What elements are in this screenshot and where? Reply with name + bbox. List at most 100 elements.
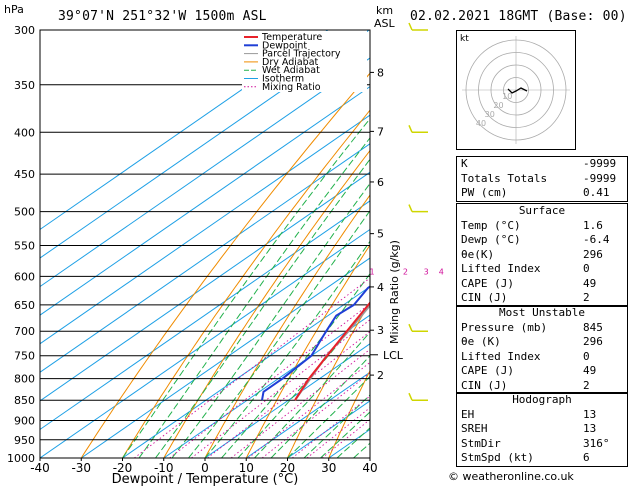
x-tick-label: 20 xyxy=(280,461,295,475)
legend-label: Dewpoint xyxy=(262,40,307,51)
surface-label: Dewp (°C) xyxy=(461,233,521,246)
wind-barb xyxy=(408,124,428,134)
hodograph-kt-label: kt xyxy=(460,34,469,44)
x-tick-label: -30 xyxy=(71,461,91,475)
index-value: 0.41 xyxy=(583,186,610,199)
datetime-header: 02.02.2021 18GMT (Base: 00) xyxy=(410,9,627,24)
surface-value: 49 xyxy=(583,276,597,290)
most-unstable-row: Pressure (mb) 845 xyxy=(457,321,627,336)
hodograph-ring-label: 30 xyxy=(485,110,495,119)
hodograph-row: StmSpd (kt) 6 xyxy=(457,451,627,466)
index-label: Totals Totals xyxy=(461,171,548,185)
hodograph-row: StmDir 316° xyxy=(457,437,627,452)
isotherm-line xyxy=(369,457,370,458)
isotherm-line xyxy=(80,257,370,458)
hodograph-label: StmDir xyxy=(461,436,501,450)
mixing-ratio-line xyxy=(169,303,370,458)
hodograph-value: 13 xyxy=(583,422,597,435)
x-axis-label: Dewpoint / Temperature (°C) xyxy=(112,472,299,486)
isotherm-line xyxy=(40,30,329,231)
legend-label: Mixing Ratio xyxy=(262,82,321,93)
isotherm-line xyxy=(40,30,370,259)
surface-row: Temp (°C) 1.6 xyxy=(457,219,627,234)
index-value: -9999 xyxy=(583,157,617,170)
surface-row: θe(K) 296 xyxy=(457,248,627,263)
isotherm-line xyxy=(40,57,370,288)
wet-adiabat-line xyxy=(188,209,370,458)
most-unstable-panel: Most Unstable Pressure (mb) 845 θe (K) 296 L… xyxy=(456,305,628,394)
surface-title: Surface xyxy=(518,204,566,217)
pressure-tick-label: 850 xyxy=(14,394,35,407)
isotherm-line xyxy=(287,400,370,458)
isotherm-line xyxy=(245,371,370,458)
pressure-tick-label: 750 xyxy=(14,350,35,363)
temperature-line xyxy=(294,301,370,401)
wet-adiabat-line xyxy=(320,411,370,458)
legend-label: Isotherm xyxy=(262,74,304,85)
isotherm-line xyxy=(40,228,370,458)
most-unstable-label: CAPE (J) xyxy=(461,364,514,377)
hodograph-value: 13 xyxy=(583,407,597,421)
x-tick-label: 30 xyxy=(321,461,336,475)
mixing-ratio-line xyxy=(134,277,370,458)
isotherm-line xyxy=(40,114,370,345)
x-tick-label: -20 xyxy=(113,461,133,475)
surface-label: Lifted Index xyxy=(461,262,541,275)
km-tick-label: 4 xyxy=(377,281,384,294)
most-unstable-value: 49 xyxy=(583,364,597,377)
x-tick-label: 0 xyxy=(201,461,209,475)
mixing-ratio-line xyxy=(248,361,370,458)
copyright-text: © weatheronline.co.uk xyxy=(448,470,574,483)
pressure-tick-label: 700 xyxy=(14,325,35,338)
hodograph-label: EH xyxy=(461,407,475,421)
legend-label: Dry Adiabat xyxy=(262,57,319,68)
km-tick-label: 5 xyxy=(377,228,384,241)
hodograph-panel: Hodograph EH 13 SREH 13 StmDir 316° StmSpd (kt… xyxy=(456,392,628,467)
pressure-tick-label: 450 xyxy=(14,168,35,181)
mixing-ratio-line xyxy=(191,319,370,458)
pressure-tick-label: 550 xyxy=(14,239,35,252)
mixing-ratio-tick-label: 3 xyxy=(424,267,429,276)
hodograph-row: EH 13 xyxy=(457,408,627,423)
x-tick-label: -10 xyxy=(154,461,174,475)
legend-label: Temperature xyxy=(261,32,322,43)
hodograph-row: SREH 13 xyxy=(457,422,627,437)
most-unstable-row: θe (K) 296 xyxy=(457,335,627,350)
most-unstable-row: CIN (J) 2 xyxy=(457,379,627,394)
mixing-ratio-line xyxy=(306,407,370,458)
pressure-tick-label: 600 xyxy=(14,270,35,283)
index-row: K -9999 xyxy=(457,157,627,172)
pressure-tick-label: 400 xyxy=(14,126,35,139)
wet-adiabat-line xyxy=(138,137,370,458)
hodograph-ring-label: 40 xyxy=(476,119,486,128)
most-unstable-value: 845 xyxy=(583,320,603,334)
hodograph-value: 316° xyxy=(583,436,610,450)
hodograph-label: SREH xyxy=(461,422,488,435)
dry-adiabat-line xyxy=(369,456,370,458)
km-tick-label: 2 xyxy=(377,369,384,382)
isotherm-line xyxy=(163,314,370,458)
km-axis-label: km xyxy=(376,4,393,17)
isotherm-line xyxy=(122,285,370,458)
km-tick-label: 7 xyxy=(377,125,384,138)
most-unstable-row: Lifted Index 0 xyxy=(457,350,627,365)
hodograph-value: 6 xyxy=(583,451,590,464)
most-unstable-value: 0 xyxy=(583,349,590,363)
surface-value: -6.4 xyxy=(583,233,610,246)
most-unstable-label: CIN (J) xyxy=(461,378,508,392)
mixing-ratio-tick-label: 1 xyxy=(370,267,375,276)
legend-label: Wet Adiabat xyxy=(262,65,320,76)
index-label: K xyxy=(461,157,468,170)
wet-adiabat-line xyxy=(369,457,370,458)
mixing-ratio-tick-label: 4 xyxy=(439,267,444,276)
wet-adiabat-line xyxy=(254,331,370,458)
wind-barb xyxy=(408,22,428,31)
most-unstable-label: Lifted Index xyxy=(461,349,541,363)
dewpoint-line xyxy=(261,285,370,401)
surface-label: θe(K) xyxy=(461,247,495,261)
wind-barb xyxy=(408,392,428,401)
x-tick-label: 40 xyxy=(362,461,377,475)
isotherm-line xyxy=(40,143,370,373)
x-tick-label: 10 xyxy=(239,461,254,475)
